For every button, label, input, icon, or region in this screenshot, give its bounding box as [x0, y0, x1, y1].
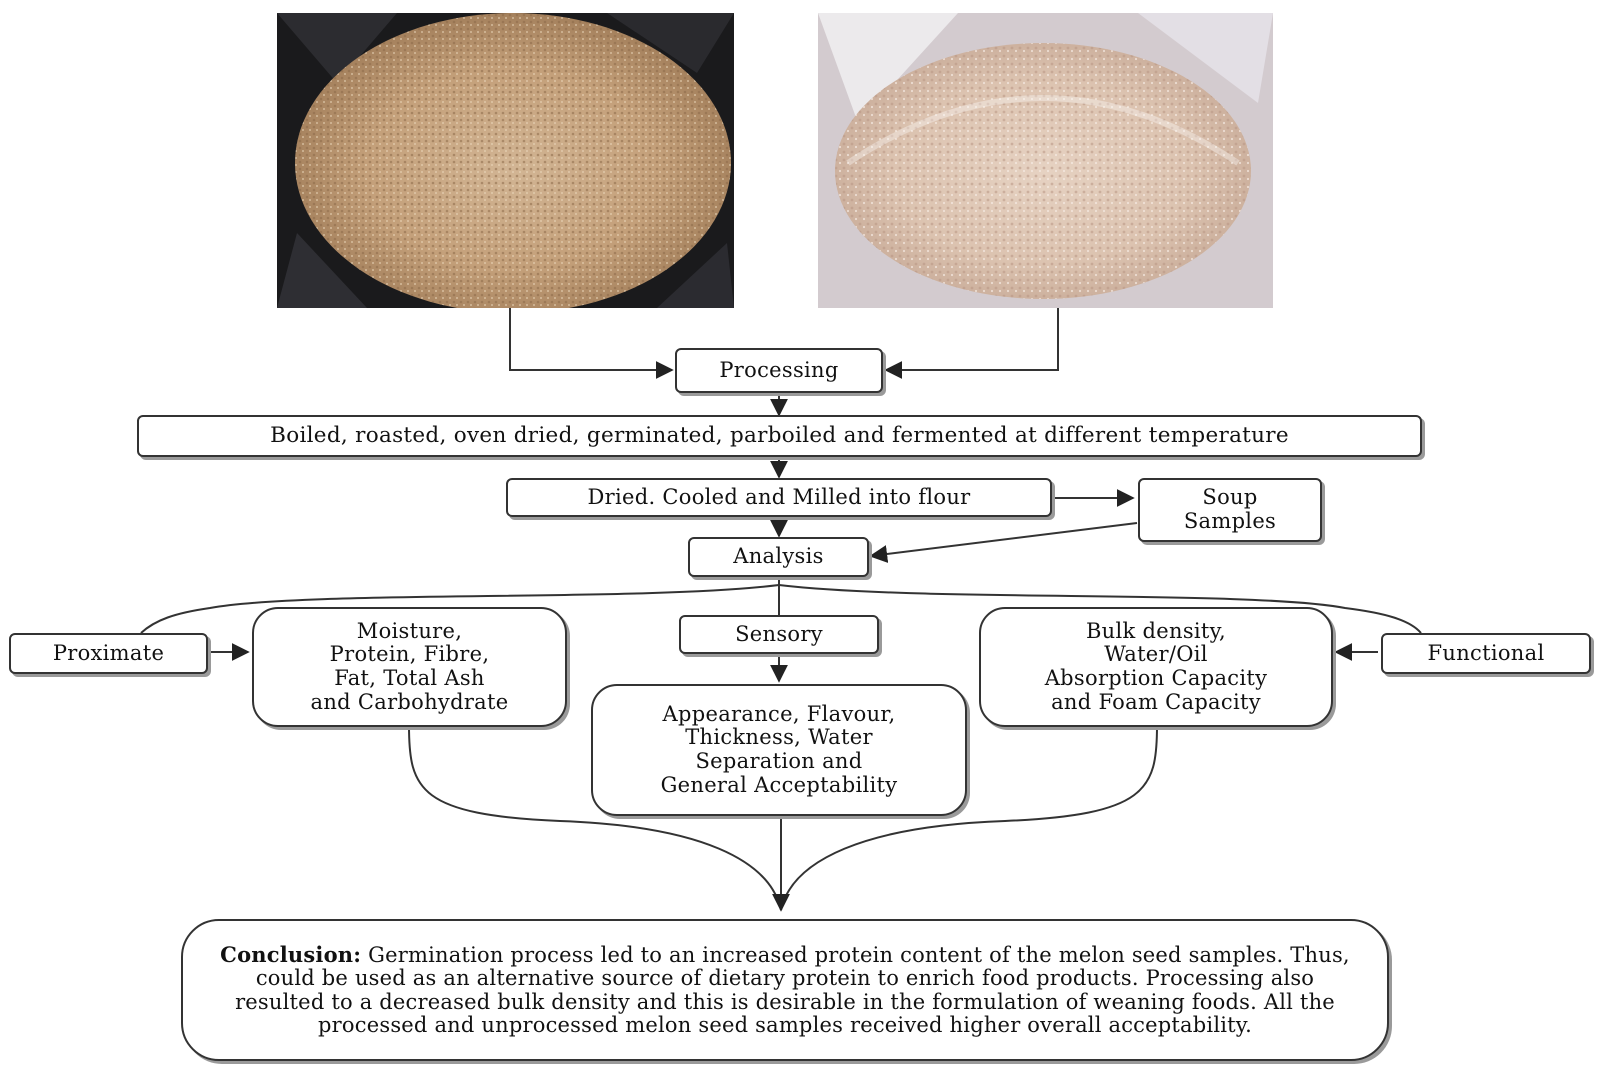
connector-functional-to-conclusion	[780, 725, 1158, 911]
conclusion-box: Conclusion: Germination process led to a…	[181, 919, 1389, 1061]
connector-branch-right-arc	[778, 584, 1422, 634]
treatments-box: Boiled, roasted, oven dried, germinated,…	[137, 415, 1422, 457]
soup-samples-box: Soup Samples	[1138, 478, 1322, 542]
analysis-box: Analysis	[688, 537, 869, 577]
melon-seed-flour-clear-bag	[818, 13, 1273, 308]
sensory-items-box: Appearance, Flavour, Thickness, Water Se…	[591, 684, 967, 816]
connector-left-photo-to-processing	[509, 308, 674, 379]
proximate-box: Proximate	[9, 633, 208, 674]
connector-proximate-to-conclusion	[408, 725, 782, 911]
conclusion-text: Germination process led to an increased …	[235, 943, 1350, 1037]
sensory-box: Sensory	[679, 615, 879, 654]
melon-seed-flour-dark-bag	[277, 13, 734, 308]
processing-box: Processing	[675, 348, 883, 393]
functional-box: Functional	[1381, 633, 1591, 674]
conclusion-paragraph: Conclusion: Germination process led to a…	[213, 943, 1357, 1036]
connector-branch-left-arc	[140, 584, 780, 634]
connector-soup-to-analysis	[869, 522, 1138, 563]
functional-items-box: Bulk density, Water/Oil Absorption Capac…	[979, 607, 1333, 727]
conclusion-label: Conclusion:	[220, 942, 362, 968]
milling-box: Dried. Cooled and Milled into flour	[506, 478, 1052, 517]
connector-right-photo-to-processing	[884, 308, 1059, 379]
proximate-items-box: Moisture, Protein, Fibre, Fat, Total Ash…	[252, 607, 567, 727]
